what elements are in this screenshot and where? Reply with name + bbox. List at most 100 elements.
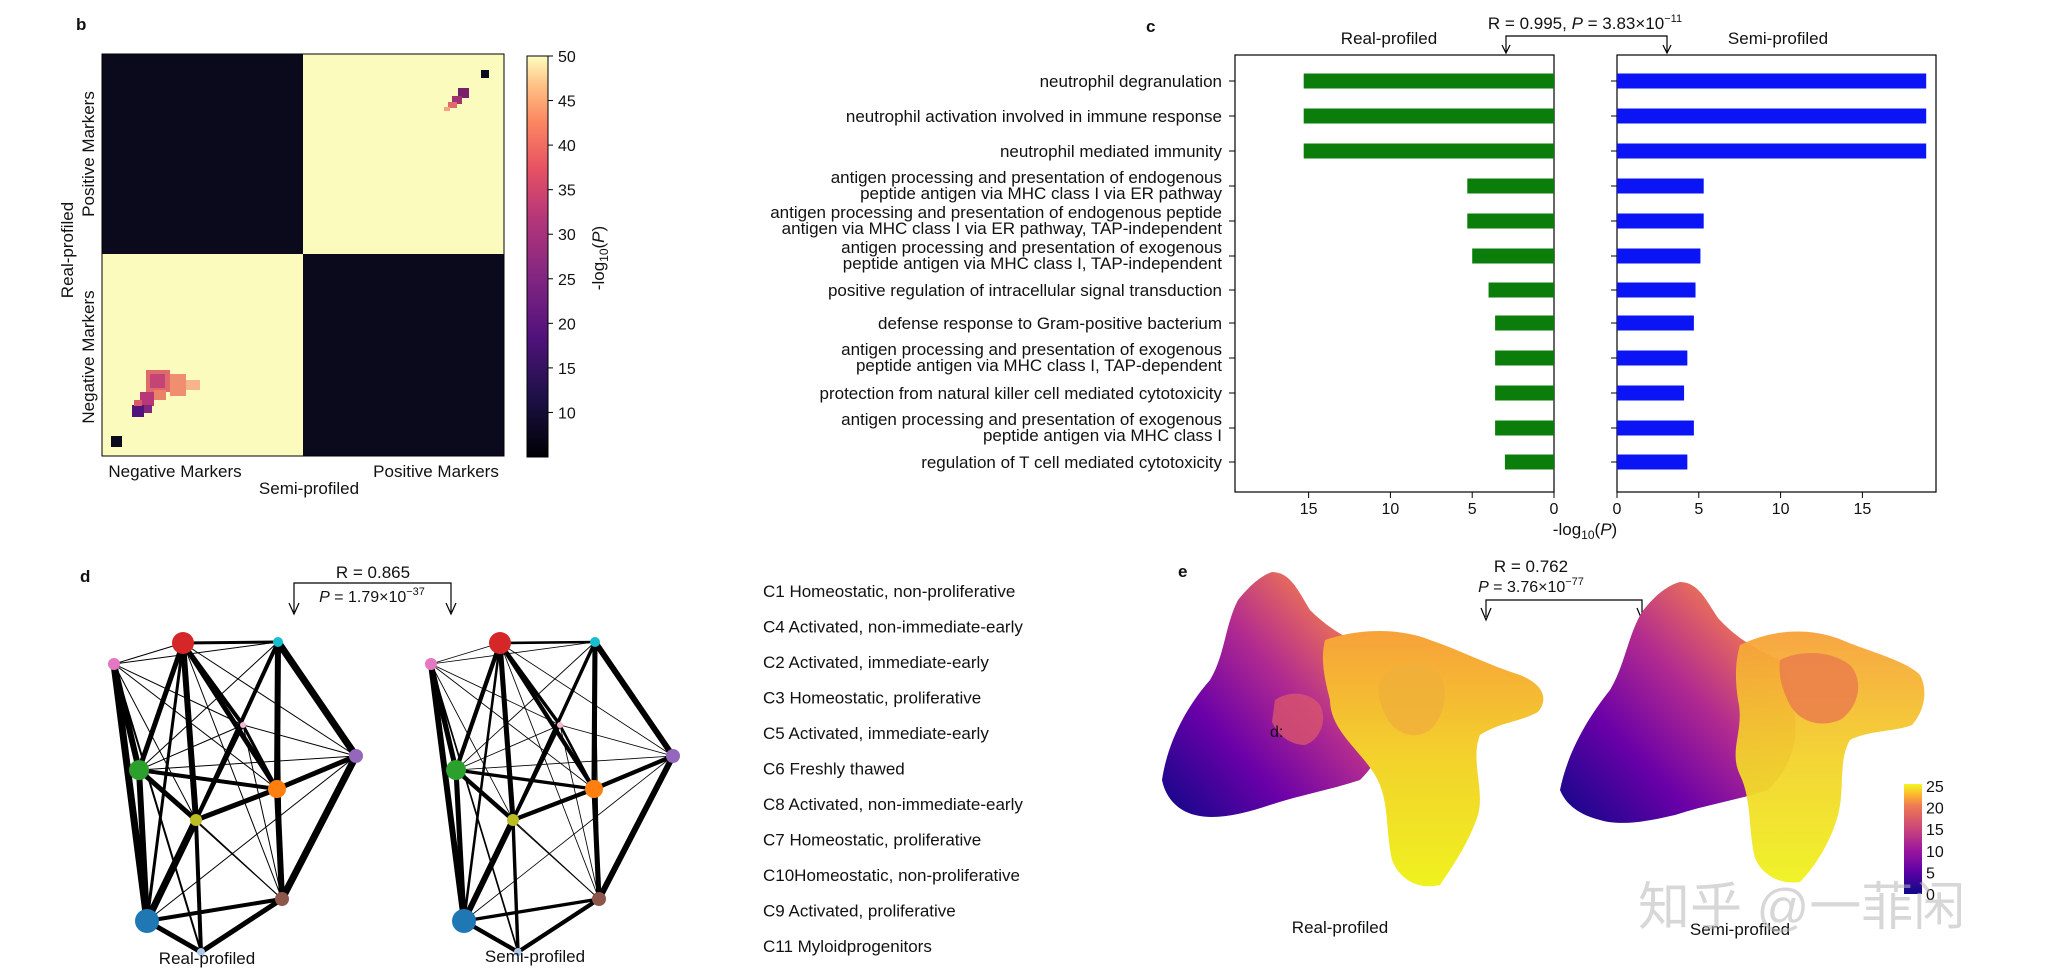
network-edge <box>498 641 562 727</box>
network-edge <box>462 641 502 923</box>
panel-d-stat-r: R = 0.865 <box>336 563 410 582</box>
umap-cluster <box>1322 631 1544 887</box>
network-node-c9 <box>135 909 159 933</box>
colorbar-tick-label: 50 <box>558 49 576 66</box>
network-edge <box>455 755 674 771</box>
network-node-c5 <box>268 780 286 798</box>
panel-b-label: b <box>76 15 86 34</box>
bar-real-profiled <box>1303 73 1554 89</box>
network-node-c7 <box>190 814 202 826</box>
network-edge <box>453 767 467 924</box>
x-tick-label: 5 <box>1468 501 1477 518</box>
network-node-c6 <box>349 749 363 763</box>
x-tick-label: 10 <box>1382 501 1400 518</box>
colorbar-tick-label: 35 <box>558 183 576 200</box>
cluster-legend-item: C4 Activated, non-immediate-early <box>763 618 1023 637</box>
bar-semi-profiled <box>1617 73 1927 89</box>
network-edge <box>428 661 467 924</box>
network-node-c4 <box>129 760 149 780</box>
panel-b-y-title: Real-profiled <box>58 202 77 298</box>
heatmap-cell <box>134 400 142 406</box>
panel-c-left-title: Real-profiled <box>1341 29 1437 48</box>
network-edge <box>274 786 285 902</box>
panel-d: d R = 0.865 P = 1.79×10−37 Real-profiled… <box>80 563 1023 968</box>
network-edge <box>591 639 598 792</box>
cluster-legend-item: C9 Activated, proliferative <box>763 902 956 921</box>
category-label: neutrophil mediated immunity <box>1000 142 1223 161</box>
network-edge <box>113 641 279 665</box>
panel-b-x-title: Semi-profiled <box>259 479 359 498</box>
network-edge <box>591 753 676 792</box>
network-node-c1 <box>425 658 437 670</box>
network-node-c10 <box>514 948 522 956</box>
network-node-c6 <box>666 749 680 763</box>
network-node-c8 <box>275 892 289 906</box>
x-tick-label: 10 <box>1772 501 1790 518</box>
panel-c-label: c <box>1146 17 1155 36</box>
heatmap-frame <box>101 53 505 457</box>
category-label: antigen processing and presentation of e… <box>831 168 1223 203</box>
bar-semi-profiled <box>1617 143 1927 159</box>
panel-e-label: e <box>1178 562 1187 581</box>
network-node-c3 <box>590 637 600 647</box>
network-edge <box>278 752 360 903</box>
panel-e-stat-p: P = 3.76×10−77 <box>1478 576 1584 596</box>
heatmap-cell <box>144 405 152 413</box>
heatmap-cell <box>186 380 200 390</box>
panel-e-left-title: Real-profiled <box>1292 918 1388 937</box>
heatmap-cell <box>448 102 457 108</box>
network-edge <box>430 642 501 665</box>
comparison-bracket <box>293 582 452 612</box>
network-edge <box>145 641 185 923</box>
network-edge <box>515 896 602 955</box>
umap-colorbar-tick-label: 10 <box>1926 844 1944 861</box>
bar-semi-profiled <box>1617 420 1694 436</box>
bar-real-profiled <box>1495 315 1554 331</box>
cluster-legend-item: C10Homeostatic, non-proliferative <box>763 866 1020 885</box>
category-label: antigen processing and presentation of e… <box>841 238 1222 273</box>
bar-real-profiled <box>1495 350 1554 366</box>
panel-d-left-title: Real-profiled <box>159 949 255 968</box>
cluster-legend-item: C5 Activated, immediate-early <box>763 724 989 743</box>
colorbar-gradient <box>526 55 549 458</box>
network-edge <box>430 663 514 821</box>
network-edge <box>592 639 676 759</box>
network-semi-profiled <box>425 632 680 956</box>
umap-cluster <box>1162 572 1388 817</box>
cluster-legend-item: C2 Activated, immediate-early <box>763 653 989 672</box>
network-edge <box>499 642 600 900</box>
category-label: defense response to Gram-positive bacter… <box>878 314 1222 333</box>
umap-colorbar-gradient <box>1904 784 1922 894</box>
umap-colorbar-tick-label: 25 <box>1926 779 1944 796</box>
network-edge <box>138 755 357 771</box>
bar-real-profiled <box>1472 248 1554 264</box>
cluster-legend-item: C3 Homeostatic, proliferative <box>763 689 981 708</box>
heatmap-block-bottom-left <box>102 254 303 456</box>
heatmap-cell <box>150 374 165 388</box>
umap-real-profiled: d: <box>1162 572 1544 887</box>
category-label: regulation of T cell mediated cytotoxici… <box>921 453 1222 472</box>
bracket-arrow-icon <box>1662 44 1672 55</box>
cluster-legend: C1 Homeostatic, non-proliferative C4 Acti… <box>763 582 1023 956</box>
bar-semi-profiled <box>1617 282 1696 298</box>
colorbar-tick-label: 40 <box>558 138 576 155</box>
umap-semi-profiled <box>1560 582 1925 883</box>
category-labels: neutrophil degranulation neutrophil activ… <box>770 72 1222 472</box>
heatmap-cell <box>458 88 469 98</box>
network-edge <box>274 753 359 792</box>
bar-real-profiled <box>1504 454 1554 470</box>
network-edge <box>462 897 601 923</box>
y-group-positive: Positive Markers <box>79 91 98 217</box>
umap-cluster <box>1735 631 1925 883</box>
bar-real-profiled <box>1488 282 1554 298</box>
bar-semi-profiled <box>1617 350 1688 366</box>
bar-real-profiled <box>1495 420 1554 436</box>
cluster-legend-item: C7 Homeostatic, proliferative <box>763 831 981 850</box>
category-label: antigen processing and presentation of e… <box>841 340 1222 375</box>
colorbar-tick-label: 20 <box>558 316 576 333</box>
panel-d-stat-p: P = 1.79×10−37 <box>319 586 425 606</box>
network-edge <box>180 640 199 823</box>
bar-real-profiled <box>1303 108 1554 124</box>
network-edge <box>454 768 596 791</box>
